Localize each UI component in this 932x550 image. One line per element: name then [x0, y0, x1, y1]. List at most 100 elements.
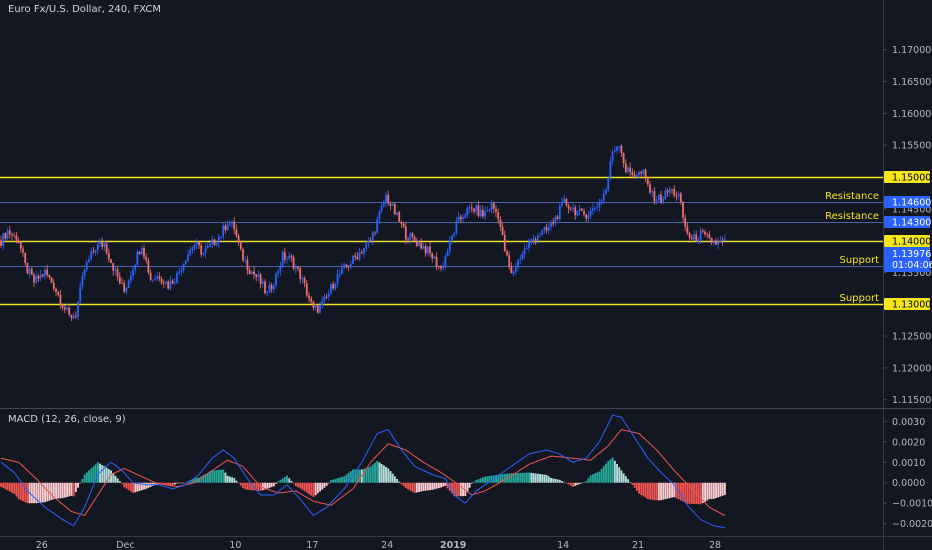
candle-body [125, 287, 128, 292]
candle-body [473, 208, 475, 212]
candle-body [525, 247, 528, 249]
candle-body [631, 171, 634, 175]
macd-hist-bar [440, 482, 442, 488]
macd-hist-bar [481, 477, 484, 483]
candle-body [22, 248, 24, 253]
candle-body [88, 259, 90, 263]
candle-body [132, 269, 134, 276]
candle-body [677, 193, 680, 197]
macd-hist-bar [33, 482, 35, 504]
macd-hist-bar [378, 462, 381, 483]
price-badge-1.14300-text: 1.14300 [892, 218, 931, 229]
candle-body [55, 288, 57, 292]
macd-hist-bar [127, 482, 130, 491]
macd-hist-bar [231, 477, 233, 483]
macd-hist-bar [11, 482, 13, 493]
price-badge-1.13000-text: 1.13000 [892, 300, 931, 311]
macd-hist-bar [631, 482, 634, 485]
candle-body [167, 281, 170, 289]
macd-hist-bar [363, 468, 365, 483]
candle-body [213, 239, 216, 245]
candle-body [202, 253, 205, 255]
macd-tick-label: 0.0010 [892, 458, 925, 469]
candle-body [266, 292, 269, 294]
macd-hist-bar [173, 482, 176, 485]
candle-body [57, 291, 60, 295]
macd-hist-bar [369, 466, 372, 483]
macd-hist-bar [279, 479, 282, 483]
candle-body [176, 273, 178, 283]
macd-hist-bar [532, 473, 535, 483]
time-axis[interactable]: 26 Dec 10 17 24 2019 14 21 28 [36, 540, 721, 550]
candle-body [66, 307, 68, 310]
price-badges: 1.150001.146001.143001.140001.136001.130… [884, 171, 932, 311]
macd-hist-bar [552, 478, 555, 483]
candle-body [105, 243, 108, 254]
macd-hist-bar [44, 482, 46, 503]
macd-tick-label: −0.0010 [892, 499, 932, 510]
candle-body [63, 307, 66, 310]
candle-body [374, 232, 376, 234]
price-badge-1.14000: 1.14000 [884, 235, 931, 248]
candle-body [323, 296, 326, 301]
candle-body [475, 205, 478, 212]
candle-body [0, 240, 2, 246]
candle-body [431, 252, 434, 259]
candle-body [200, 245, 203, 255]
macd-hist-bar [116, 478, 119, 483]
macd-hist-bar [334, 478, 337, 483]
candle-body [294, 266, 297, 269]
macd-hist-bar [290, 480, 293, 483]
macd-hist-bar [154, 482, 156, 485]
candle-body [492, 203, 495, 210]
candle-body [468, 207, 471, 209]
macd-hist-bar [576, 482, 579, 485]
signal-line [0, 428, 726, 517]
price-axis[interactable]: 1.17000 1.16500 1.16000 1.15500 1.14500 1.135… [883, 45, 931, 406]
macd-hist-bar [22, 482, 24, 502]
macd-hist-bar [66, 482, 68, 497]
macd-axis[interactable]: 0.0030 0.0020 0.0010 0.0000 −0.0010 −0.0020 [883, 417, 932, 530]
macd-hist-bar [79, 482, 82, 484]
candle-body [693, 234, 695, 240]
candle-body [429, 246, 431, 253]
candle-body [567, 205, 570, 209]
candle-body [270, 285, 273, 290]
candle-body [189, 250, 192, 255]
candle-body [233, 221, 236, 230]
candle-body [365, 243, 368, 249]
macd-hist-bar [521, 472, 524, 483]
candle-body [268, 285, 271, 293]
candle-body [44, 269, 46, 277]
macd-hist-bar [96, 462, 99, 483]
macd-hist-bar [602, 466, 605, 483]
macd-hist-bar [462, 482, 464, 497]
candle-body [246, 259, 249, 270]
price-tick-label: 1.15500 [892, 141, 931, 152]
candle-body [237, 235, 240, 243]
macd-hist-bar [671, 482, 673, 498]
candle-body [283, 252, 286, 260]
candle-body [657, 194, 660, 200]
macd-hist-bar [242, 482, 244, 489]
macd-hist-bar [649, 482, 651, 500]
macd-hist-bar [415, 482, 418, 493]
candle-body [303, 278, 306, 284]
candle-body [682, 202, 684, 218]
candle-body [127, 280, 130, 288]
macd-hist-bar [662, 482, 665, 500]
candle-body [46, 269, 49, 276]
macd-hist-bar [165, 482, 167, 485]
candle-body [514, 267, 517, 272]
macd-hist-bar [356, 469, 359, 483]
macd-hist-bar [503, 473, 506, 483]
macd-hist-bar [600, 468, 603, 483]
macd-hist-bar [206, 472, 209, 483]
macd-hist-bar [169, 482, 172, 486]
macd-hist-bar [257, 482, 260, 491]
macd-hist-bar [182, 482, 185, 484]
macd-hist-bar [407, 482, 409, 490]
candle-body [523, 248, 526, 255]
macd-tick-label: 0.0030 [892, 417, 925, 428]
